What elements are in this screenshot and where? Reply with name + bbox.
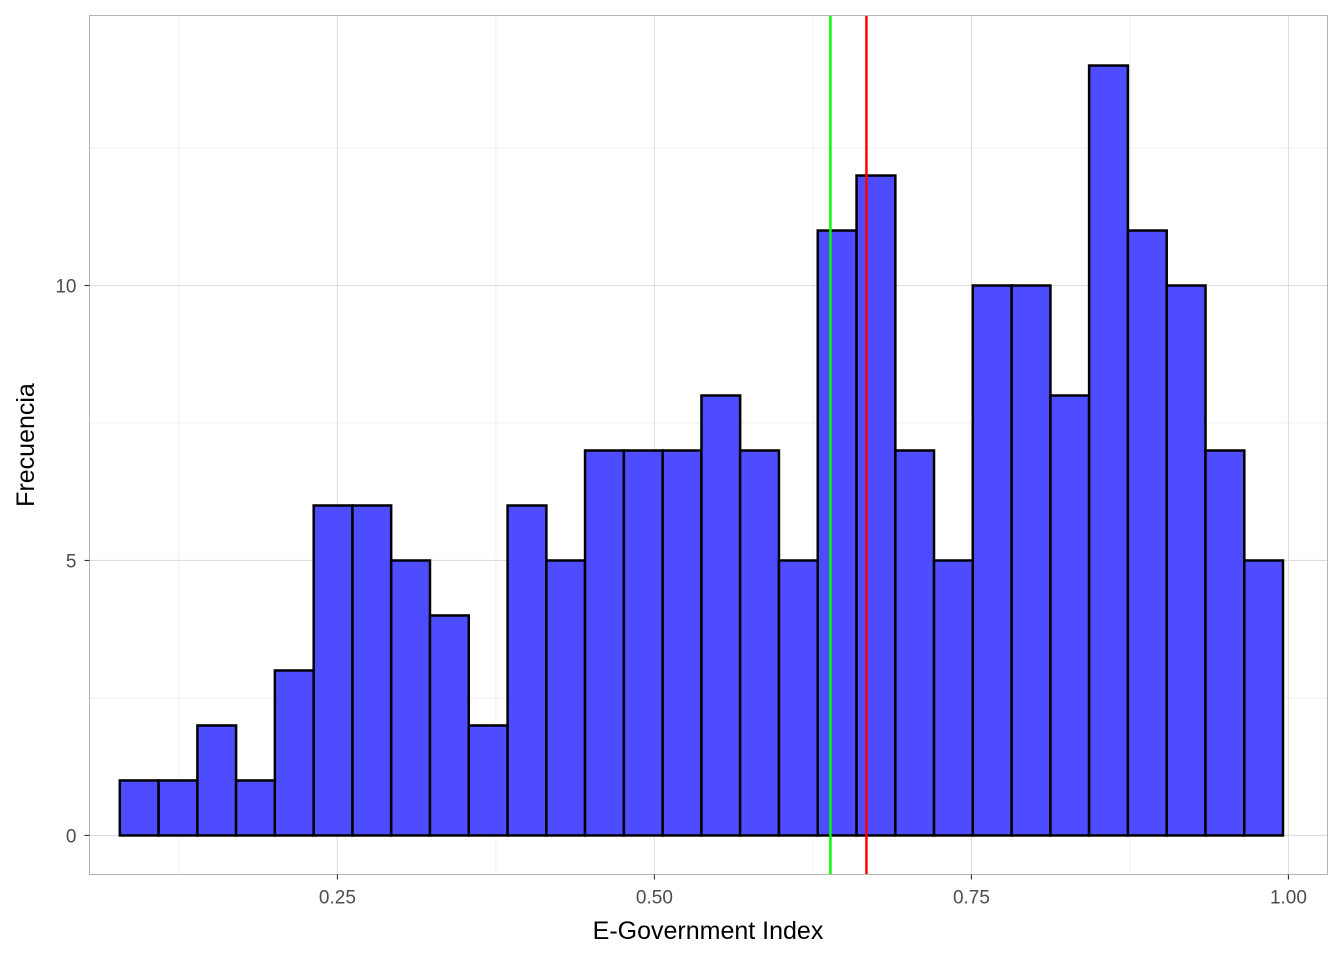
x-tick-label-2: 0.75 xyxy=(953,888,990,909)
histogram-bar-1 xyxy=(157,779,199,837)
histogram-bar-26 xyxy=(1126,229,1168,837)
histogram-bar-10 xyxy=(506,504,548,837)
histogram-bar-17 xyxy=(777,559,819,837)
histogram-bar-8 xyxy=(428,614,471,837)
histogram-bar-27 xyxy=(1165,284,1207,837)
histogram-bar-0 xyxy=(118,779,160,837)
histogram-bars xyxy=(118,64,1285,837)
y-tick-label-2: 10 xyxy=(55,277,76,298)
histogram-bar-4 xyxy=(273,669,315,837)
x-tick-label-1: 0.50 xyxy=(636,888,673,909)
x-tick-label-0: 0.25 xyxy=(319,888,356,909)
x-axis-title: E-Government Index xyxy=(593,917,824,945)
x-axis-ticks: 0.25 0.50 0.75 1.00 xyxy=(319,874,1307,909)
histogram-bar-18 xyxy=(816,229,858,837)
y-tick-label-0: 0 xyxy=(66,826,77,847)
x-tick-label-3: 1.00 xyxy=(1270,888,1307,909)
histogram-bar-2 xyxy=(196,724,238,837)
histogram-bar-12 xyxy=(583,449,626,837)
histogram-bar-22 xyxy=(971,284,1013,837)
histogram-bar-16 xyxy=(738,449,781,837)
y-axis-title: Frecuencia xyxy=(12,383,40,507)
histogram-bar-13 xyxy=(622,449,664,837)
histogram-bar-7 xyxy=(389,559,432,837)
histogram-bar-25 xyxy=(1087,64,1130,837)
histogram-bar-28 xyxy=(1204,449,1246,837)
y-axis-ticks: 0 5 10 xyxy=(55,277,90,847)
histogram-bar-9 xyxy=(467,724,509,837)
histogram-bar-20 xyxy=(894,449,936,837)
histogram-bar-3 xyxy=(234,779,277,837)
reference-lines xyxy=(829,15,868,875)
histogram-bar-29 xyxy=(1243,559,1285,837)
panel-border xyxy=(89,15,1328,875)
histogram-bar-15 xyxy=(700,394,742,837)
histogram-bar-21 xyxy=(932,559,975,837)
histogram-bar-6 xyxy=(351,504,393,837)
histogram-bar-14 xyxy=(661,449,703,837)
histogram-bar-11 xyxy=(545,559,587,837)
histogram-bar-5 xyxy=(312,504,354,837)
histogram-bar-23 xyxy=(1010,284,1052,837)
y-tick-label-1: 5 xyxy=(66,551,77,572)
histogram-bar-24 xyxy=(1049,394,1091,837)
histogram-bar-19 xyxy=(855,174,897,837)
